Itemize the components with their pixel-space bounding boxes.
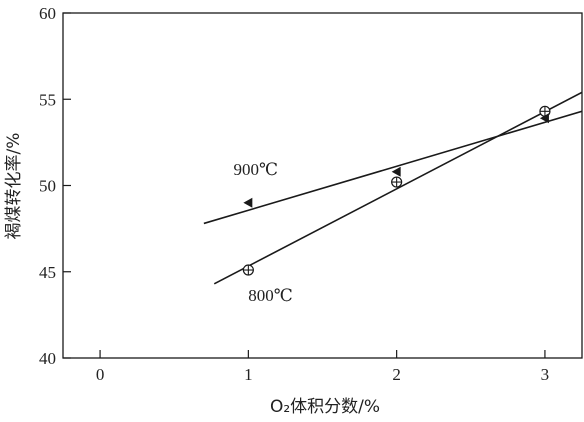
fit-line-800c [213, 91, 582, 285]
x-axis-title: O₂体积分数/% [270, 397, 380, 417]
fit-line-900c [203, 110, 582, 225]
data-point-900c [539, 113, 549, 124]
data-points [242, 105, 551, 276]
y-tick-label: 60 [39, 4, 56, 23]
data-point-900c [391, 166, 401, 177]
x-tick-label: 2 [392, 365, 401, 384]
y-axis-title: 褐煤转化率/% [4, 133, 24, 240]
y-tick-label: 40 [39, 349, 56, 368]
axis-ticks: 0 1 2 3 40 45 50 55 60 [39, 4, 549, 384]
x-tick-label: 1 [244, 365, 253, 384]
y-tick-label: 55 [39, 90, 56, 109]
y-tick-label: 45 [39, 263, 56, 282]
axes [62, 12, 583, 359]
data-point-800c [391, 176, 403, 188]
x-tick-label: 3 [541, 365, 550, 384]
y-tick-label: 50 [39, 177, 56, 196]
data-point-800c [242, 264, 254, 276]
x-tick-label: 0 [96, 365, 105, 384]
series-label-800c: 800℃ [248, 286, 293, 305]
series-labels: 800℃ 900℃ [233, 160, 292, 305]
fit-lines [203, 91, 582, 285]
series-label-900c: 900℃ [233, 160, 278, 179]
plot-frame [62, 12, 583, 359]
data-point-900c [243, 197, 253, 208]
